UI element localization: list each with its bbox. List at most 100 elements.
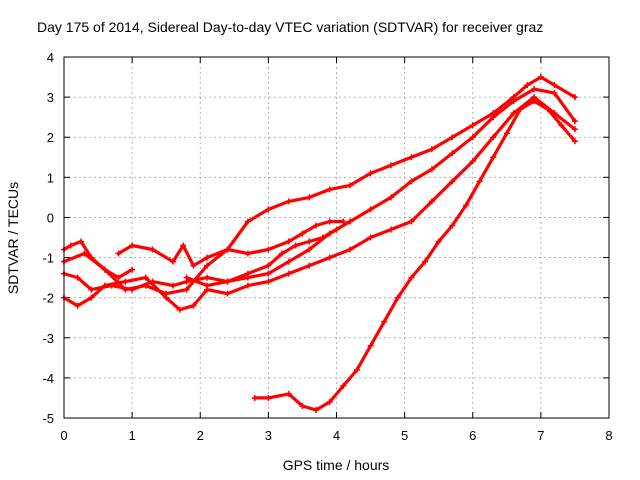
data-point-marker (347, 246, 354, 253)
data-point-marker (81, 250, 88, 257)
data-point-marker (503, 130, 510, 137)
data-point-marker (367, 234, 374, 241)
data-point-marker (129, 242, 136, 249)
x-tick-label: 1 (129, 428, 136, 443)
data-point-marker (74, 302, 81, 309)
data-point-marker (129, 286, 136, 293)
series-line (62, 95, 577, 312)
data-point-marker (353, 366, 360, 373)
data-point-marker (462, 202, 469, 209)
plot-frame (63, 56, 610, 419)
data-point-marker (299, 402, 306, 409)
y-axis-label: SDTVAR / TECUs (5, 182, 21, 294)
data-point-marker (449, 134, 456, 141)
data-point-marker (490, 154, 497, 161)
data-point-marker (476, 178, 483, 185)
data-point-marker (190, 262, 197, 269)
data-point-marker (163, 294, 170, 301)
data-point-marker (347, 218, 354, 225)
data-point-marker (319, 234, 326, 241)
x-tick-label: 8 (605, 428, 612, 443)
y-tick-label: -5 (42, 411, 54, 426)
data-point-marker (551, 82, 558, 89)
series-3 (61, 94, 578, 313)
data-point-marker (88, 286, 95, 293)
y-tick-label: 2 (47, 130, 54, 145)
data-point-marker (408, 218, 415, 225)
data-point-marker (115, 274, 122, 281)
y-tick-label: 3 (47, 90, 54, 105)
data-point-marker (388, 194, 394, 201)
data-point-marker (306, 246, 313, 253)
data-point-marker (571, 126, 578, 133)
data-point-marker (265, 206, 272, 213)
x-axis-label: GPS time / hours (283, 457, 390, 473)
x-tick-label: 5 (401, 428, 408, 443)
data-point-marker (101, 266, 108, 273)
data-point-marker (88, 254, 95, 261)
data-point-marker (347, 182, 354, 189)
data-point-marker (408, 274, 415, 281)
data-point-marker (265, 262, 272, 269)
data-point-marker (122, 278, 129, 285)
data-point-marker (285, 390, 292, 397)
data-point-marker (510, 110, 517, 117)
data-point-marker (544, 106, 551, 113)
data-point-marker (176, 306, 183, 313)
data-point-marker (67, 242, 74, 249)
data-point-marker (115, 250, 122, 257)
data-point-marker (367, 206, 374, 213)
data-point-marker (265, 394, 272, 401)
data-point-marker (422, 258, 429, 265)
data-point-marker (388, 226, 394, 233)
tick-labels: 0 1 2 3 4 5 6 7 8 -5 -4 -3 -2 -1 0 1 2 3 4 (42, 50, 612, 443)
data-point-marker (129, 266, 136, 273)
data-point-marker (224, 290, 231, 297)
data-point-marker (292, 242, 299, 249)
data-point-marker (204, 254, 211, 261)
series-line (185, 227, 339, 288)
y-tick-label: -4 (42, 371, 54, 386)
data-point-marker (469, 158, 476, 165)
series-line (62, 239, 134, 280)
data-point-marker (490, 114, 497, 121)
data-point-marker (381, 318, 388, 325)
data-point-marker (408, 154, 415, 161)
data-point-marker (313, 222, 320, 229)
grid (63, 56, 610, 419)
data-point-marker (388, 162, 394, 169)
data-point-marker (449, 178, 456, 185)
data-point-marker (517, 106, 524, 113)
data-point-marker (285, 198, 292, 205)
series-line (253, 99, 577, 412)
data-point-marker (449, 150, 456, 157)
x-tick-label: 3 (265, 428, 272, 443)
data-point-marker (149, 246, 156, 253)
data-point-marker (340, 382, 347, 389)
data-point-marker (551, 90, 558, 97)
data-point-marker (170, 282, 176, 289)
data-point-marker (394, 294, 401, 301)
series-5 (115, 218, 347, 269)
data-point-marker (571, 118, 578, 125)
y-tick-label: 4 (47, 50, 54, 65)
chart-title: Day 175 of 2014, Sidereal Day-to-day VTE… (37, 19, 543, 35)
data-point-marker (469, 122, 476, 129)
data-point-marker (326, 186, 333, 193)
data-point-marker (170, 258, 176, 265)
y-tick-label: -1 (42, 251, 54, 266)
data-point-marker (537, 74, 544, 81)
data-point-marker (299, 230, 306, 237)
data-point-marker (204, 282, 211, 289)
series-line (62, 87, 577, 292)
data-point-marker (428, 146, 435, 153)
y-tick-label: 0 (47, 210, 54, 225)
data-point-marker (183, 286, 190, 293)
data-point-marker (435, 238, 442, 245)
data-point-marker (571, 138, 578, 145)
data-point-marker (340, 218, 347, 225)
data-point-marker (285, 258, 292, 265)
data-point-marker (333, 226, 340, 233)
y-tick-label: -2 (42, 291, 54, 306)
